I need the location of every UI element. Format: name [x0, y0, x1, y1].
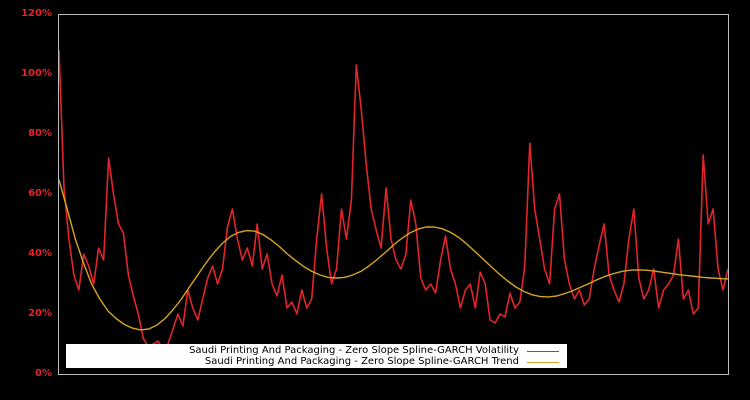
legend-swatch-volatility	[527, 351, 559, 352]
chart-legend: Saudi Printing And Packaging - Zero Slop…	[66, 344, 567, 368]
y-tick-label: 80%	[28, 128, 52, 139]
trend-line	[58, 179, 729, 331]
y-tick-label: 100%	[21, 68, 52, 79]
plot-frame	[58, 14, 729, 375]
y-tick-label: 120%	[21, 8, 52, 19]
legend-label-trend: Saudi Printing And Packaging - Zero Slop…	[204, 356, 519, 367]
plot-background	[58, 14, 728, 374]
series-layer	[58, 49, 729, 351]
y-tick-label: 20%	[28, 308, 52, 319]
y-tick-label: 40%	[28, 248, 52, 259]
volatility-line	[58, 49, 729, 351]
y-tick-label: 60%	[28, 188, 52, 199]
y-tick-label: 0%	[35, 368, 52, 379]
legend-swatch-trend	[527, 362, 559, 363]
legend-label-volatility: Saudi Printing And Packaging - Zero Slop…	[189, 345, 519, 356]
